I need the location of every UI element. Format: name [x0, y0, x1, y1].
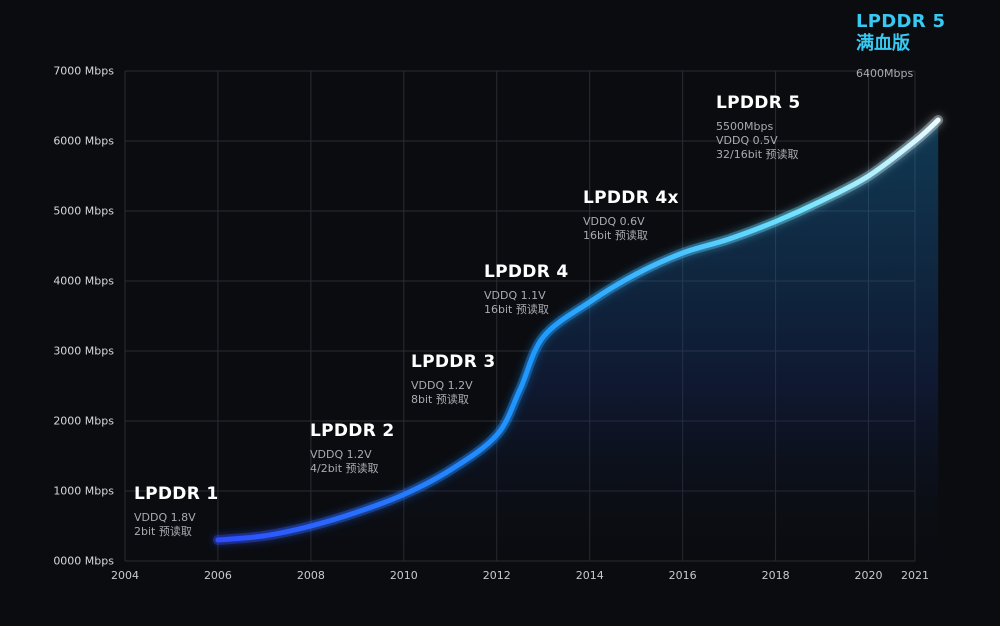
annotation-title: LPDDR 5: [716, 93, 801, 113]
annotation-line: 2bit 预读取: [134, 525, 192, 538]
annotation-line: 16bit 预读取: [484, 303, 549, 316]
annotation-lpddr2: LPDDR 2 VDDQ 1.2V 4/2bit 预读取: [310, 421, 394, 476]
area-fill: [217, 120, 939, 561]
x-tick-label: 2014: [575, 569, 604, 582]
annotation-lpddr5: LPDDR 5 5500Mbps VDDQ 0.5V 32/16bit 预读取: [716, 93, 800, 162]
x-tick-label: 2018: [761, 569, 790, 582]
annotation-line: 4/2bit 预读取: [310, 462, 379, 475]
annotation-title: LPDDR 5: [856, 11, 946, 32]
annotation-lpddr4x: LPDDR 4x VDDQ 0.6V 16bit 预读取: [583, 188, 679, 243]
x-tick-label: 2008: [296, 569, 325, 582]
annotation-line: 8bit 预读取: [411, 393, 469, 406]
x-tick-label: 2021: [901, 569, 929, 582]
y-tick-label: 2000 Mbps: [53, 414, 114, 428]
y-tick-label: 5000 Mbps: [53, 204, 114, 218]
y-tick-label: 6000 Mbps: [53, 134, 114, 148]
annotation-line: VDDQ 0.5V: [716, 134, 778, 147]
y-tick-label: 3000 Mbps: [53, 344, 114, 358]
annotation-line: VDDQ 1.1V: [484, 289, 546, 302]
y-tick-label: 0000 Mbps: [53, 554, 114, 568]
annotation-line: VDDQ 0.6V: [583, 215, 645, 228]
annotation-lpddr3: LPDDR 3 VDDQ 1.2V 8bit 预读取: [411, 352, 495, 407]
annotation-title: LPDDR 2: [310, 421, 395, 441]
x-tick-label: 2020: [854, 569, 883, 582]
annotation-line: 16bit 预读取: [583, 229, 648, 242]
x-tick-label: 2012: [482, 569, 511, 582]
annotation-title: LPDDR 3: [411, 352, 496, 372]
series-line: [215, 117, 941, 543]
annotation-title: LPDDR 4: [484, 262, 569, 282]
annotation-title: LPDDR 1: [134, 484, 219, 504]
x-tick-label: 2010: [389, 569, 418, 582]
annotation-lpddr1: LPDDR 1 VDDQ 1.8V 2bit 预读取: [134, 484, 218, 539]
y-tick-label: 4000 Mbps: [53, 274, 114, 288]
annotation-title: LPDDR 4x: [583, 188, 679, 208]
x-tick-label: 2006: [203, 569, 232, 582]
annotation-line: VDDQ 1.8V: [134, 511, 196, 524]
annotation-lpddr5-full: LPDDR 5 满血版 6400Mbps: [856, 10, 945, 81]
x-tick-label: 2004: [111, 569, 139, 582]
annotation-subtitle: 满血版: [856, 33, 910, 54]
annotation-line: VDDQ 1.2V: [310, 448, 372, 461]
annotation-lpddr4: LPDDR 4 VDDQ 1.1V 16bit 预读取: [484, 262, 568, 317]
y-tick-label: 7000 Mbps: [53, 64, 114, 78]
x-tick-label: 2016: [668, 569, 697, 582]
annotation-line: 6400Mbps: [856, 67, 914, 80]
annotation-line: 5500Mbps: [716, 120, 774, 133]
annotation-line: 32/16bit 预读取: [716, 148, 799, 161]
y-tick-label: 1000 Mbps: [53, 484, 114, 498]
annotation-line: VDDQ 1.2V: [411, 379, 473, 392]
